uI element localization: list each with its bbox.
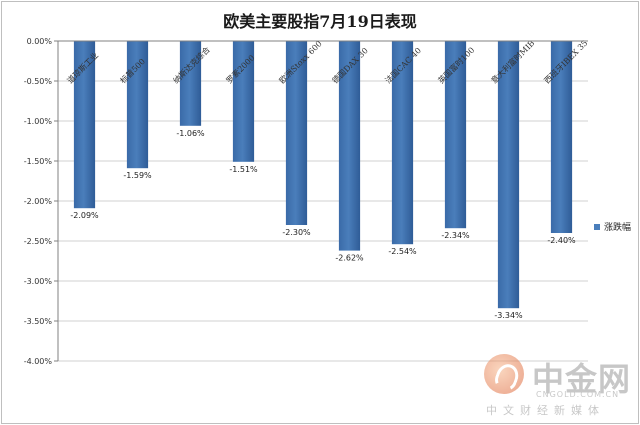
legend-swatch [594,223,600,230]
y-tick-label: -4.00% [24,357,53,366]
data-label: -2.54% [388,247,417,256]
bar [338,41,361,251]
data-label: -1.06% [176,129,205,138]
data-label: -2.30% [282,228,311,237]
watermark-subtitle: 中文财经新媒体 [486,404,605,417]
data-label: -2.09% [70,211,99,220]
legend-label: 涨跌幅 [604,223,632,233]
y-tick-label: -0.50% [24,77,53,86]
y-tick-label: -2.50% [24,237,53,246]
y-tick-label: -1.00% [24,117,53,126]
data-label: -2.62% [335,254,364,263]
bar [285,41,308,225]
y-tick-label: -3.50% [24,317,53,326]
watermark-site: CNGOLD.COM.CN [536,390,620,399]
y-tick-label: -1.50% [24,157,53,166]
data-label: -2.40% [547,236,576,245]
legend: 涨跌幅 [594,220,631,233]
y-tick-label: -3.00% [24,277,53,286]
bar [179,41,202,126]
data-label: -2.34% [441,231,470,240]
bar [73,41,96,209]
y-tick-label: -2.00% [24,197,53,206]
cngold-logo-icon [484,354,524,394]
watermark-name: 中金网 [532,360,632,398]
watermark: 中金网 CNGOLD.COM.CN 中文财经新媒体 [478,350,638,418]
y-tick-label: 0.00% [27,37,53,46]
bar [444,41,467,229]
bar [126,41,149,169]
data-label: -1.51% [229,165,258,174]
bar [232,41,255,162]
chart-title: 欧美主要股指7月19日表现 [223,12,417,31]
bar [391,41,414,245]
bar [550,41,573,233]
data-label: -1.59% [123,171,152,180]
bar [497,41,520,309]
data-label: -3.34% [494,311,523,320]
